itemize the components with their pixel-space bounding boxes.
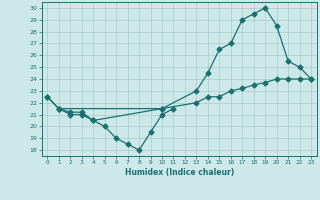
X-axis label: Humidex (Indice chaleur): Humidex (Indice chaleur) bbox=[124, 168, 234, 177]
